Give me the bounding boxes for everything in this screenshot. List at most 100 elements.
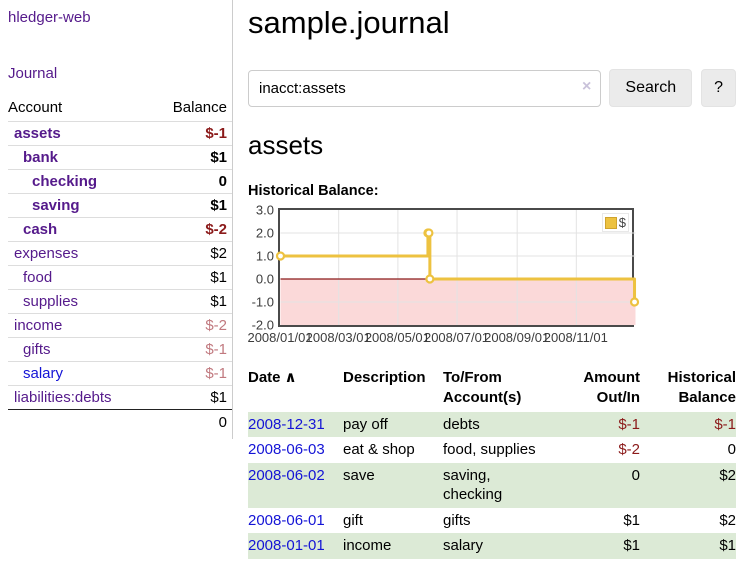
transaction-date-link[interactable]: 2008-01-01	[248, 537, 325, 555]
account-link[interactable]: liabilities:debts	[14, 389, 112, 406]
app-title-link[interactable]: hledger-web	[8, 9, 91, 26]
transaction-date-link[interactable]: 2008-06-01	[248, 511, 325, 529]
account-balance: $1	[150, 265, 232, 290]
x-axis-tick-label: 2008/05/01	[364, 330, 430, 346]
transaction-date-link[interactable]: 2008-06-03	[248, 441, 325, 459]
register-table: Date ∧ Description To/From Account(s) Amo…	[248, 366, 736, 559]
transaction-accounts: gifts	[443, 511, 471, 529]
transaction-description: save	[343, 466, 375, 484]
account-row-assets: assets $-1	[8, 121, 232, 146]
sidebar-item-journal[interactable]: Journal	[8, 65, 58, 82]
accounts-table: Account Balance assets $-1 bank $1 check…	[8, 96, 232, 435]
chart-x-axis: 2008/01/01 2008/03/01 2008/05/01 2008/07/01…	[247, 330, 634, 346]
page-title: sample.journal	[248, 5, 450, 40]
transaction-amount: $1	[623, 511, 640, 529]
account-link[interactable]: supplies	[23, 293, 79, 310]
y-axis-tick-label: 2.0	[255, 225, 274, 241]
chart-legend: $	[601, 213, 629, 233]
account-link[interactable]: food	[23, 269, 53, 286]
account-link[interactable]: bank	[23, 149, 59, 166]
sidebar: hledger-web Journal Account Balance asse…	[0, 0, 233, 439]
x-axis-tick-label: 2008/03/01	[305, 330, 371, 346]
account-balance: $1	[150, 145, 232, 170]
chart-canvas	[275, 210, 640, 326]
transaction-accounts: salary	[443, 537, 484, 555]
transaction-amount: $1	[623, 537, 640, 555]
historical-balance-chart: 3.0 2.0 1.0 0.0 -1.0 -2.0 $ 2008/01/01 2008/03…	[247, 203, 640, 346]
transaction-accounts: debts	[443, 415, 480, 433]
account-row-supplies: supplies $1	[8, 289, 232, 314]
account-link[interactable]: checking	[32, 173, 98, 190]
data-point-marker	[275, 251, 286, 261]
transaction-balance: 0	[727, 441, 736, 459]
x-axis-tick-label: 2008/07/01	[423, 330, 490, 346]
date-column-header[interactable]: Date ∧	[248, 366, 343, 412]
transaction-accounts: food, supplies	[443, 441, 536, 459]
account-heading: assets	[248, 130, 324, 161]
account-balance: $-2	[150, 313, 232, 338]
data-point-marker	[425, 274, 435, 284]
account-column-header: Account	[8, 99, 63, 116]
account-balance: $1	[150, 193, 232, 218]
account-balance: $-1	[150, 337, 232, 362]
account-row-expenses: expenses $2	[8, 241, 232, 266]
account-link[interactable]: expenses	[14, 245, 79, 262]
main-content: sample.journal × Search ? assets Histori…	[247, 0, 736, 559]
date-header-label: Date	[248, 369, 281, 387]
account-link[interactable]: assets	[14, 125, 61, 142]
transaction-date-link[interactable]: 2008-12-31	[248, 415, 325, 433]
account-row-liabilities-debts: liabilities:debts $1	[8, 385, 232, 410]
transaction-balance: $2	[719, 466, 736, 484]
y-axis-tick-label: 0.0	[255, 271, 274, 287]
account-row-saving: saving $1	[8, 193, 232, 218]
y-axis-tick-label: -1.0	[251, 294, 274, 310]
balance-column-header: Historical Balance	[667, 369, 736, 407]
x-axis-tick-label: 2008/11/01	[543, 330, 608, 346]
clear-search-icon[interactable]: ×	[582, 77, 592, 95]
accounts-table-header: Account Balance	[8, 96, 232, 122]
transaction-amount: 0	[631, 466, 640, 484]
transaction-date-link[interactable]: 2008-06-02	[248, 466, 325, 484]
data-point-marker	[629, 297, 640, 307]
account-balance: $-2	[150, 217, 232, 242]
account-balance: $1	[150, 385, 232, 410]
account-row-cash: cash $-2	[8, 217, 232, 242]
x-axis-tick-label: 2008/09/01	[484, 330, 550, 346]
register-header-row: Date ∧ Description To/From Account(s) Amo…	[248, 366, 736, 412]
description-column-header: Description	[343, 369, 426, 387]
transaction-accounts: saving, checking	[443, 466, 503, 504]
account-balance: $-1	[150, 121, 232, 146]
search-button[interactable]: Search	[609, 69, 693, 108]
y-axis-tick-label: -2.0	[251, 317, 274, 333]
search-form: × Search ?	[248, 69, 736, 108]
account-link[interactable]: income	[14, 317, 63, 334]
y-axis-tick-label: 1.0	[255, 248, 274, 264]
account-row-gifts: gifts $-1	[8, 337, 232, 362]
account-row-food: food $1	[8, 265, 232, 290]
accounts-total-row: 0	[8, 409, 232, 435]
legend-label: $	[618, 215, 626, 231]
x-axis-tick-label: 2008/01/01	[247, 330, 313, 346]
data-point-marker	[424, 228, 434, 238]
transaction-balance: $2	[719, 511, 736, 529]
account-link[interactable]: cash	[23, 221, 58, 238]
transaction-amount: $-2	[618, 441, 640, 459]
transaction-balance: $-1	[714, 415, 736, 433]
search-input[interactable]	[248, 69, 602, 107]
transaction-description: pay off	[343, 415, 388, 433]
accounts-column-header: To/From Account(s)	[443, 369, 522, 407]
table-row: 2008-01-01 income salary $1 $1	[248, 533, 736, 559]
y-axis-tick-label: 3.0	[255, 202, 274, 218]
sort-ascending-icon: ∧	[284, 369, 297, 387]
transaction-description: gift	[343, 511, 364, 529]
account-row-bank: bank $1	[8, 145, 232, 170]
account-balance: $1	[150, 289, 232, 314]
balance-column-header: Balance	[172, 99, 227, 116]
help-button[interactable]: ?	[701, 69, 736, 108]
account-link[interactable]: saving	[32, 197, 80, 214]
account-link[interactable]: salary	[23, 365, 64, 382]
chart-title: Historical Balance:	[248, 183, 379, 200]
account-balance: $2	[150, 241, 232, 266]
account-link[interactable]: gifts	[23, 341, 51, 358]
transaction-description: eat & shop	[343, 441, 415, 459]
